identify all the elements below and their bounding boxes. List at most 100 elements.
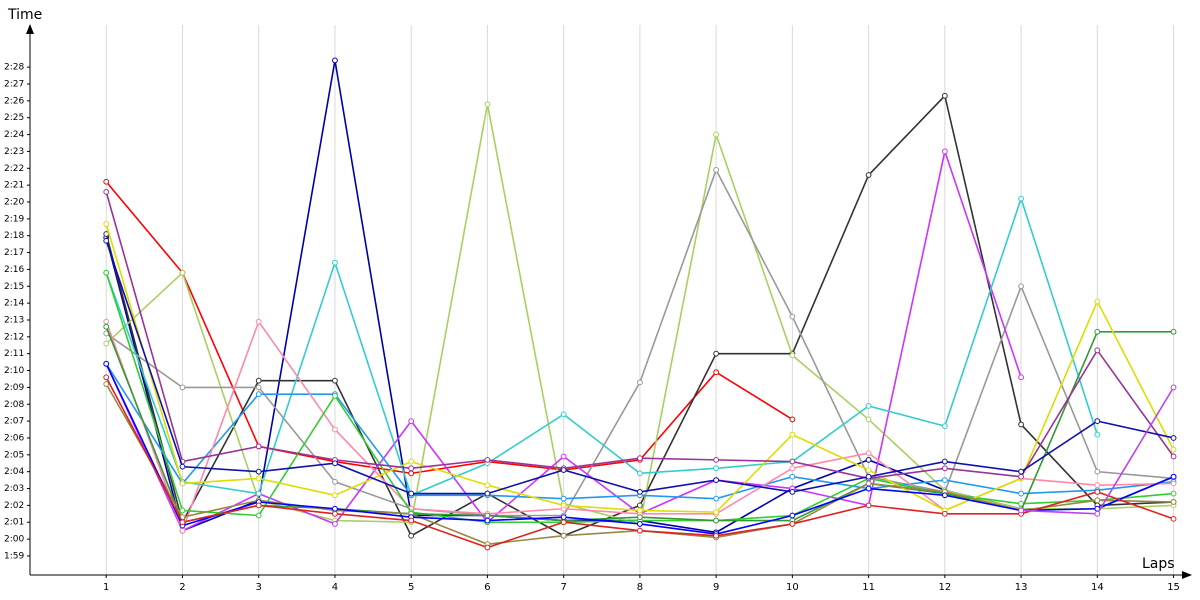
point [865,480,872,487]
point [103,237,110,244]
y-tick-label: 2:20 [4,197,24,207]
point [103,188,110,195]
point [865,403,872,409]
point [103,360,110,367]
point [1094,489,1101,495]
point [332,521,338,527]
point [1094,431,1101,438]
point [865,416,872,423]
point [103,178,110,185]
point [865,456,872,463]
point [941,148,948,155]
point [713,131,720,138]
point [1018,473,1024,480]
point [408,532,415,539]
point [1170,384,1177,391]
point [865,502,872,509]
y-tick-label: 2:01 [4,518,24,528]
point [332,510,338,517]
point [1018,490,1024,497]
point [484,512,491,519]
point [255,512,262,519]
point [941,510,948,517]
point [637,507,643,514]
y-tick-label: 2:15 [4,282,24,292]
y-tick-label: 2:18 [4,231,24,241]
series [103,220,1177,516]
point [408,418,415,425]
x-tick-label: 15 [1167,582,1180,593]
y-tick-label: 2:25 [4,113,24,123]
point [1170,435,1177,441]
point [941,92,948,99]
y-tick-label: 2:27 [4,79,24,89]
series [103,178,796,477]
point [1094,468,1101,475]
x-tick-label: 7 [560,582,566,593]
point [865,467,872,473]
point [179,384,186,391]
point [637,489,643,495]
x-tick-label: 11 [862,582,875,593]
point [941,423,948,430]
point [713,517,720,524]
point [713,532,720,539]
y-tick-label: 2:24 [4,130,24,140]
point [637,502,643,509]
series [103,374,1177,551]
y-tick-label: 2:11 [4,349,24,359]
point [560,411,567,418]
point [1094,482,1101,489]
y-tick-label: 2:16 [4,265,24,275]
point [713,167,720,173]
point [789,489,796,495]
point [255,377,262,384]
point [637,521,643,527]
point [1094,510,1101,517]
point [789,416,796,423]
series [103,195,1101,499]
point [179,269,186,276]
point [1094,328,1101,335]
point [484,490,491,497]
point [255,443,262,450]
point [1094,347,1101,354]
point [484,456,491,463]
point [103,318,110,325]
x-tick-label: 12 [938,582,951,593]
point [332,492,338,499]
point [103,269,110,276]
x-tick-label: 4 [332,582,338,593]
point [713,456,720,463]
point [560,514,567,521]
point [255,490,262,497]
point [1170,453,1177,460]
point [560,467,567,473]
point [1094,418,1101,425]
x-tick-label: 14 [1091,582,1104,593]
y-tick-label: 2:28 [4,63,24,73]
point [179,463,186,470]
point [332,478,338,485]
point [332,392,338,399]
point [408,490,415,497]
point [1018,195,1024,202]
y-tick-label: 2:13 [4,315,24,325]
y-tick-label: 2:19 [4,214,24,224]
point [179,480,186,487]
point [789,473,796,480]
y-tick-label: 2:12 [4,332,24,342]
point [255,475,262,482]
x-tick-label: 10 [786,582,799,593]
y-tick-label: 2:08 [4,400,24,410]
point [865,485,872,492]
point [1018,468,1024,475]
point [179,519,186,526]
point [484,482,491,489]
point [865,450,872,457]
point [103,374,110,381]
point [941,458,948,465]
series-line [105,181,793,475]
x-tick-label: 3 [256,582,262,593]
